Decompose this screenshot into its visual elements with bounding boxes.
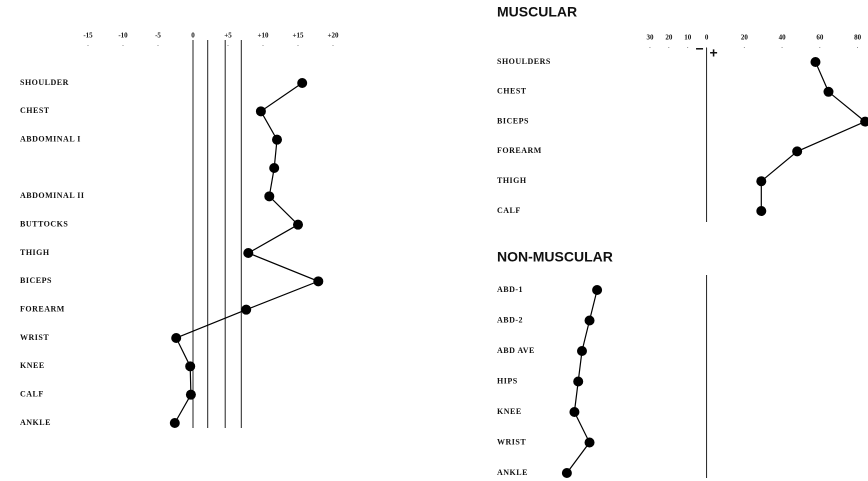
x-tick-label: 80	[854, 34, 862, 42]
category-label: ABD-2	[497, 315, 523, 324]
x-tick-label: 30	[646, 34, 654, 42]
data-point	[810, 57, 821, 67]
data-point	[169, 418, 180, 428]
category-label: FOREARM	[20, 304, 65, 313]
category-label: CHEST	[497, 87, 527, 96]
category-label: ANKLE	[20, 418, 51, 427]
chart-title: NON-MUSCULAR	[497, 249, 613, 265]
data-point	[860, 116, 868, 127]
x-tick-label: -10	[118, 32, 128, 40]
profile-line	[760, 61, 867, 211]
x-tick-label: 20	[741, 34, 749, 42]
data-point	[297, 78, 308, 88]
x-tick-label: 20	[665, 34, 673, 42]
data-point	[823, 86, 834, 97]
category-label: FOREARM	[497, 146, 542, 155]
x-tick-label: 60	[816, 34, 824, 42]
data-point	[561, 468, 572, 478]
data-point	[241, 304, 252, 315]
x-tick-label: +20	[328, 32, 339, 40]
data-point	[756, 176, 767, 187]
data-point	[592, 285, 603, 295]
data-point	[756, 206, 767, 216]
category-label: WRIST	[497, 437, 526, 446]
data-point	[243, 248, 254, 258]
data-point	[185, 389, 196, 400]
x-tick-label: 0	[705, 34, 709, 42]
data-point	[269, 163, 280, 173]
category-label: BICEPS	[20, 276, 52, 285]
data-point	[293, 219, 303, 230]
x-tick-label: 40	[779, 34, 787, 42]
data-point	[792, 146, 803, 157]
category-label: ABDOMINAL I	[20, 134, 81, 143]
data-point	[584, 437, 595, 448]
data-point	[576, 346, 587, 356]
data-point	[185, 361, 196, 372]
data-point	[272, 134, 282, 145]
category-label: CALF	[20, 389, 44, 398]
category-label: CHEST	[20, 106, 50, 115]
category-label: ABD-1	[497, 285, 523, 294]
category-label: THIGH	[20, 248, 50, 257]
x-tick-label: 10	[684, 34, 692, 42]
x-tick-label: +5	[224, 32, 232, 40]
category-label: WRIST	[20, 333, 49, 342]
category-label: ABDOMINAL II	[20, 191, 84, 200]
data-point	[313, 276, 324, 287]
category-label: KNEE	[497, 407, 522, 416]
category-label: BUTTOCKS	[20, 219, 68, 228]
x-tick-label: +15	[293, 32, 304, 40]
category-label: HIPS	[497, 376, 518, 385]
category-label: CALF	[497, 206, 521, 215]
data-point	[264, 191, 275, 202]
category-label: KNEE	[20, 361, 45, 370]
data-point	[255, 106, 266, 117]
category-label: THIGH	[497, 176, 527, 185]
data-point	[569, 407, 580, 417]
data-point	[584, 315, 595, 326]
data-point	[573, 376, 584, 387]
chart-title: MUSCULAR	[497, 4, 577, 20]
category-label: SHOULDER	[20, 78, 69, 87]
x-tick-label: -15	[83, 32, 93, 40]
category-label: ABD AVE	[497, 346, 535, 355]
x-tick-label: -5	[155, 32, 161, 40]
category-label: SHOULDERS	[497, 57, 551, 66]
category-label: BICEPS	[497, 116, 529, 125]
plus-sign: +	[709, 45, 717, 61]
x-tick-label: 0	[191, 32, 195, 40]
data-point	[171, 333, 182, 343]
category-label: ANKLE	[497, 468, 528, 477]
x-tick-label: +10	[258, 32, 269, 40]
minus-sign: −	[695, 41, 703, 57]
